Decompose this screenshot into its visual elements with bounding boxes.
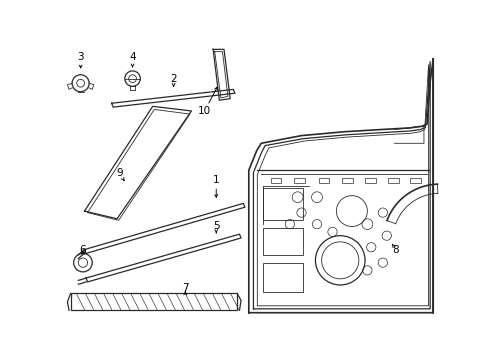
Bar — [270, 178, 281, 183]
Bar — [263, 228, 303, 255]
Bar — [294, 178, 305, 183]
Text: 6: 6 — [80, 244, 86, 255]
Text: 7: 7 — [182, 283, 189, 293]
Bar — [263, 188, 303, 220]
Bar — [263, 263, 303, 292]
Bar — [365, 178, 376, 183]
Bar — [318, 178, 329, 183]
Bar — [342, 178, 353, 183]
Text: 2: 2 — [171, 75, 177, 84]
Bar — [388, 178, 399, 183]
Text: 1: 1 — [213, 175, 220, 185]
Text: 5: 5 — [213, 221, 220, 231]
Text: 9: 9 — [116, 167, 122, 177]
Text: 3: 3 — [77, 52, 84, 62]
Bar — [71, 293, 237, 310]
Bar — [410, 178, 421, 183]
Text: 10: 10 — [198, 106, 211, 116]
Text: 4: 4 — [129, 52, 136, 62]
Text: 8: 8 — [393, 244, 399, 255]
